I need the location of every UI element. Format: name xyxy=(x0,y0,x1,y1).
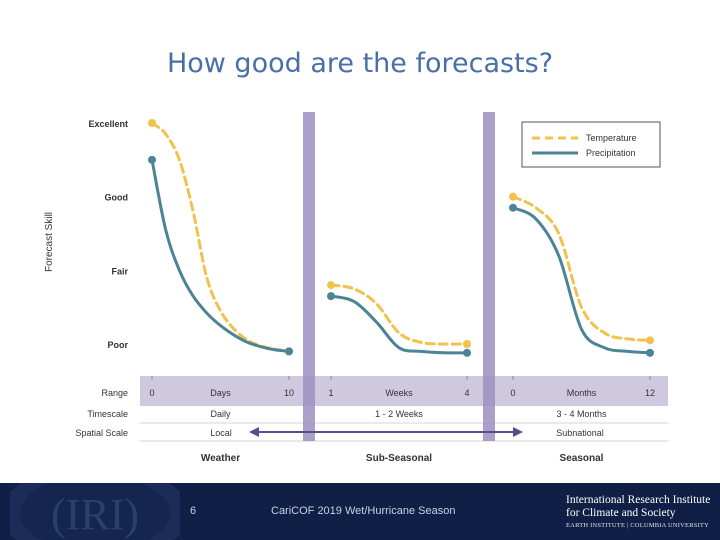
range-end-seasonal: 12 xyxy=(645,388,655,398)
forecast-skill-chart: Forecast Skill Poor Fair Good Excellent Range… xyxy=(44,112,668,464)
range-start-seasonal: 0 xyxy=(510,388,515,398)
series-precipitation-sub-seasonal xyxy=(329,294,469,355)
row-label-timescale: Timescale xyxy=(87,409,128,419)
point-precipitation-sub-seasonal-end xyxy=(463,348,471,357)
series-precipitation-seasonal xyxy=(511,206,652,355)
range-unit-weather: Days xyxy=(210,388,231,398)
footer-title: CariCOF 2019 Wet/Hurricane Season xyxy=(271,505,456,517)
y-tick-label-poor: Poor xyxy=(107,340,128,350)
point-temperature-seasonal-start xyxy=(509,192,517,201)
timescale-sub-seasonal: 1 - 2 Weeks xyxy=(375,409,423,419)
point-temperature-seasonal-end xyxy=(646,336,654,345)
point-temperature-weather-start xyxy=(148,119,156,127)
y-tick-label-fair: Fair xyxy=(111,266,128,276)
panel-name-seasonal: Seasonal xyxy=(560,453,604,464)
timescale-weather: Daily xyxy=(210,409,231,419)
legend-label-temperature: Temperature xyxy=(586,133,637,143)
point-precipitation-seasonal-start xyxy=(509,203,517,212)
range-unit-seasonal: Months xyxy=(567,388,597,398)
range-band xyxy=(140,376,668,406)
panel-divider-2 xyxy=(483,112,495,441)
series-temperature-weather xyxy=(150,121,291,353)
range-start-weather: 0 xyxy=(149,388,154,398)
point-precipitation-sub-seasonal-start xyxy=(327,292,335,301)
panel-divider-1 xyxy=(303,112,315,441)
range-unit-sub-seasonal: Weeks xyxy=(385,388,413,398)
row-label-spatial-scale: Spatial Scale xyxy=(75,428,128,438)
spatial-scale-arrow-right-head xyxy=(513,427,523,437)
spatial-left-label: Local xyxy=(210,428,232,438)
footer-bar: (IRI) 6 CariCOF 2019 Wet/Hurricane Seaso… xyxy=(0,483,720,540)
institution-affiliation: EARTH INSTITUTE | COLUMBIA UNIVERSITY xyxy=(566,522,709,529)
institution-name-line2: for Climate and Society xyxy=(566,507,676,519)
legend-label-precipitation: Precipitation xyxy=(586,148,636,158)
series-temperature-sub-seasonal xyxy=(329,283,469,346)
point-precipitation-seasonal-end xyxy=(646,348,654,357)
range-end-weather: 10 xyxy=(284,388,294,398)
timescale-seasonal: 3 - 4 Months xyxy=(556,409,607,419)
point-precipitation-weather-end xyxy=(285,347,293,356)
point-temperature-sub-seasonal-end xyxy=(463,340,471,348)
row-label-range: Range xyxy=(101,388,128,398)
point-temperature-sub-seasonal-start xyxy=(327,281,335,290)
spatial-right-label: Subnational xyxy=(556,428,604,438)
slide-title: How good are the forecasts? xyxy=(166,48,554,79)
iri-logo-text: (IRI) xyxy=(51,490,139,539)
institution-name-line1: International Research Institute xyxy=(566,494,711,506)
range-end-sub-seasonal: 4 xyxy=(464,388,469,398)
iri-logo-icon: (IRI) xyxy=(10,483,180,540)
spatial-scale-arrow-left-head xyxy=(249,427,259,437)
series-temperature-seasonal xyxy=(511,195,652,342)
y-tick-label-excellent: Excellent xyxy=(88,119,128,129)
series-precipitation-weather xyxy=(150,158,291,353)
institution-logo: International Research Institute for Cli… xyxy=(566,494,716,529)
panel-name-weather: Weather xyxy=(201,453,240,464)
y-tick-label-good: Good xyxy=(105,193,129,203)
range-start-sub-seasonal: 1 xyxy=(328,388,333,398)
panel-name-sub-seasonal: Sub-Seasonal xyxy=(366,453,432,464)
slide-number: 6 xyxy=(190,505,197,517)
y-axis-label: Forecast Skill xyxy=(44,212,55,272)
point-precipitation-weather-start xyxy=(148,155,156,164)
legend-box xyxy=(521,121,661,168)
